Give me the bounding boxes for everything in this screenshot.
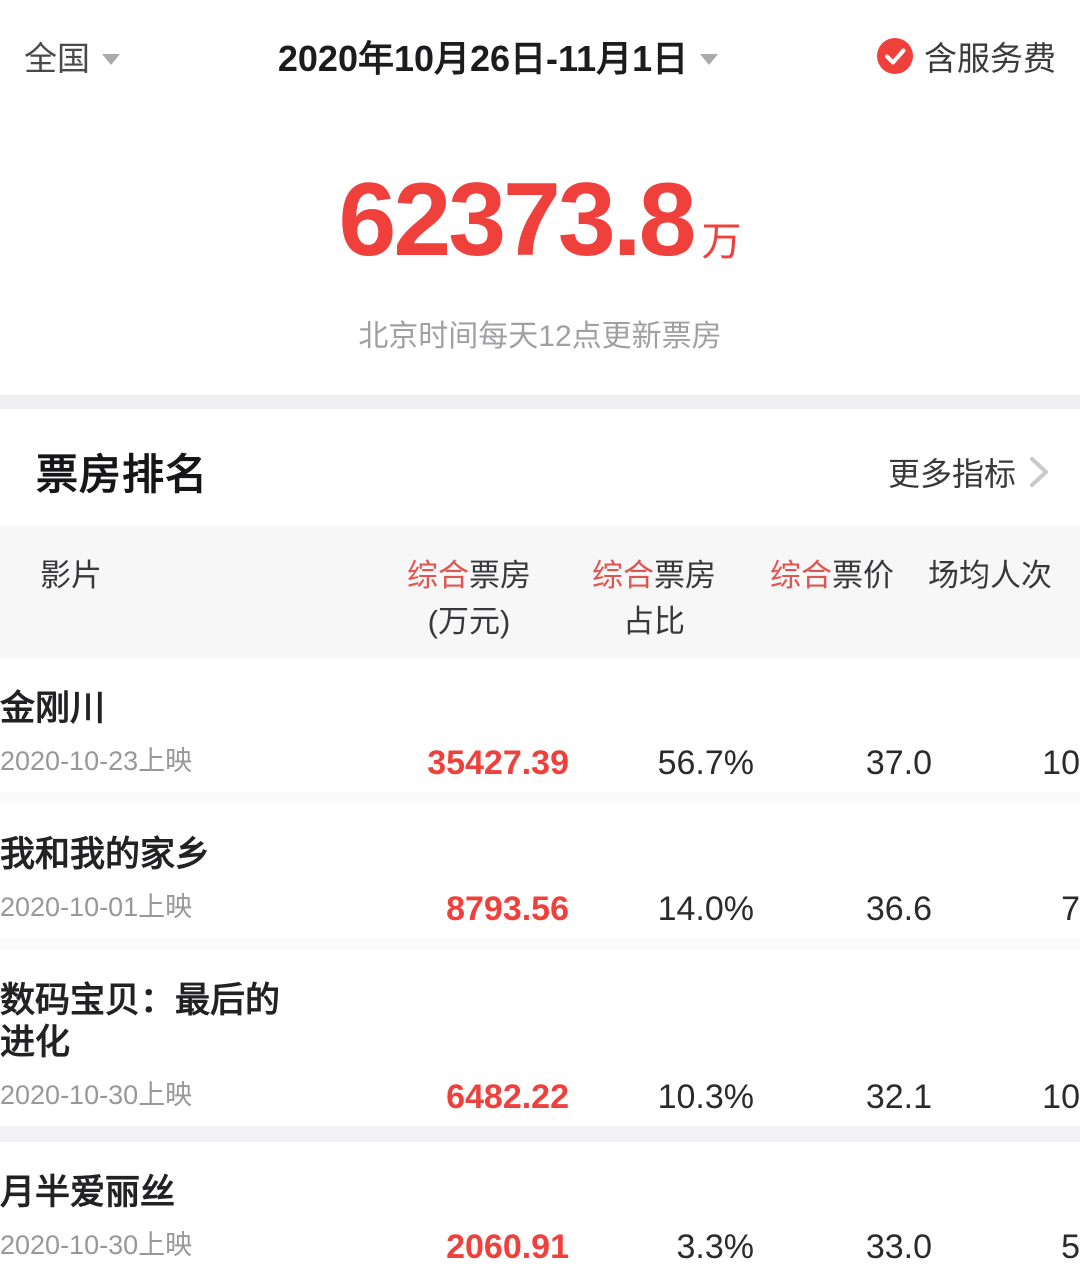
check-circle-icon <box>877 38 913 74</box>
price-value: 36.6 <box>865 890 932 929</box>
boxoffice-value: 6482.22 <box>446 1078 569 1117</box>
attendance-value: 5 <box>1061 1228 1080 1264</box>
ranking-title: 票房排名 <box>36 451 209 499</box>
film-cell: 数码宝贝：最后的进化 2020-10-30上映 <box>0 980 369 1110</box>
column-header-boxoffice[interactable]: 综合票房 (万元) <box>407 558 531 640</box>
date-range-label: 2020年10月26日-11月1日 <box>277 38 689 79</box>
release-date: 2020-10-30上映 <box>0 1230 193 1261</box>
film-cell: 我和我的家乡 2020-10-01上映 <box>0 834 369 922</box>
top-bar: 全国 2020年10月26日-11月1日 含服务费 <box>0 0 1080 80</box>
price-value: 37.0 <box>865 744 932 783</box>
total-boxoffice-unit: 万 <box>701 220 742 264</box>
attendance-value: 10 <box>1042 1078 1080 1117</box>
row-separator <box>0 1126 1080 1143</box>
table-row[interactable]: 我和我的家乡 2020-10-01上映 8793.56 14.0% 36.6 7 <box>0 804 1080 938</box>
boxoffice-value: 2060.91 <box>446 1228 569 1264</box>
table-row[interactable]: 数码宝贝：最后的进化 2020-10-30上映 6482.22 10.3% 32… <box>0 950 1080 1126</box>
section-divider <box>0 395 1080 410</box>
movie-title: 数码宝贝：最后的进化 <box>0 981 281 1063</box>
movie-title: 月半爱丽丝 <box>0 1173 176 1213</box>
share-value: 10.3% <box>657 1078 754 1117</box>
table-header-row: 影片 综合票房 (万元) 综合票房 占比 综合票价 场均人次 <box>0 526 1080 659</box>
movie-title: 金刚川 <box>0 689 106 729</box>
table-row[interactable]: 金刚川 2020-10-23上映 35427.39 56.7% 37.0 10 <box>0 658 1080 792</box>
service-fee-toggle[interactable]: 含服务费 <box>876 32 1056 80</box>
boxoffice-value: 8793.56 <box>446 890 569 929</box>
row-separator <box>0 938 1080 951</box>
column-header-film: 影片 <box>40 558 102 594</box>
price-value: 33.0 <box>865 1228 932 1264</box>
total-boxoffice-value: 62373.8 <box>338 162 697 278</box>
table-row[interactable]: 月半爱丽丝 2020-10-30上映 2060.91 3.3% 33.0 5 <box>0 1142 1080 1264</box>
column-header-share[interactable]: 综合票房 占比 <box>592 558 716 640</box>
boxoffice-value: 35427.39 <box>427 744 569 783</box>
more-metrics-label: 更多指标 <box>887 455 1016 492</box>
share-value: 14.0% <box>657 890 754 929</box>
chevron-right-icon <box>1030 456 1048 487</box>
release-date: 2020-10-23上映 <box>0 746 193 777</box>
attendance-value: 7 <box>1061 890 1080 929</box>
triangle-down-icon <box>102 53 120 65</box>
triangle-down-icon <box>700 53 719 65</box>
film-cell: 月半爱丽丝 2020-10-30上映 <box>0 1172 369 1260</box>
more-metrics-link[interactable]: 更多指标 <box>888 449 1050 495</box>
release-date: 2020-10-30上映 <box>0 1080 193 1111</box>
column-header-attendance[interactable]: 场均人次 <box>928 558 1052 594</box>
film-cell: 金刚川 2020-10-23上映 <box>0 688 369 776</box>
movie-title: 我和我的家乡 <box>0 835 211 875</box>
update-note: 北京时间每天12点更新票房 <box>358 320 722 354</box>
price-value: 32.1 <box>865 1078 932 1117</box>
column-header-price[interactable]: 综合票价 <box>770 558 894 594</box>
attendance-value: 10 <box>1042 744 1080 783</box>
share-value: 3.3% <box>676 1228 755 1264</box>
share-value: 56.7% <box>657 744 754 783</box>
service-fee-label: 含服务费 <box>924 40 1056 77</box>
row-separator <box>0 792 1080 805</box>
region-label: 全国 <box>24 40 90 77</box>
ranking-section-header: 票房排名 更多指标 <box>0 409 1080 526</box>
date-range-dropdown[interactable]: 2020年10月26日-11月1日 <box>277 30 719 82</box>
region-dropdown[interactable]: 全国 <box>24 32 120 80</box>
hero-total: 62373.8 万 北京时间每天12点更新票房 <box>0 162 1080 355</box>
release-date: 2020-10-01上映 <box>0 892 193 923</box>
